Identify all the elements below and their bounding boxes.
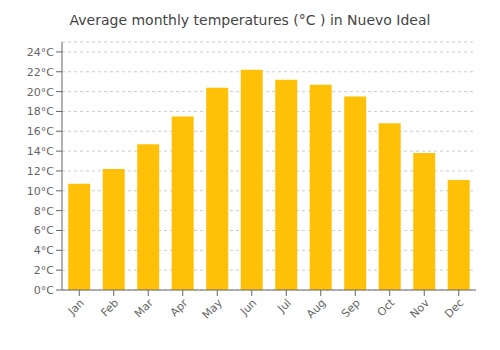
- svg-text:18°C: 18°C: [27, 105, 54, 118]
- svg-text:Jan: Jan: [65, 296, 87, 318]
- svg-text:Sep: Sep: [339, 296, 363, 320]
- svg-text:6°C: 6°C: [34, 224, 54, 237]
- svg-text:10°C: 10°C: [27, 185, 54, 198]
- svg-text:4°C: 4°C: [34, 244, 54, 257]
- svg-text:12°C: 12°C: [27, 165, 54, 178]
- svg-text:Jun: Jun: [237, 296, 259, 318]
- svg-text:24°C: 24°C: [27, 46, 54, 59]
- svg-text:20°C: 20°C: [27, 86, 54, 99]
- svg-text:0°C: 0°C: [34, 284, 54, 297]
- svg-text:Nov: Nov: [408, 296, 433, 321]
- svg-text:Aug: Aug: [304, 296, 328, 320]
- svg-text:Oct: Oct: [375, 296, 398, 319]
- svg-text:Apr: Apr: [168, 296, 191, 319]
- svg-text:Dec: Dec: [442, 296, 466, 320]
- svg-text:Mar: Mar: [132, 296, 156, 320]
- svg-text:22°C: 22°C: [27, 66, 54, 79]
- svg-text:Feb: Feb: [98, 296, 121, 319]
- svg-text:14°C: 14°C: [27, 145, 54, 158]
- svg-text:May: May: [200, 296, 226, 322]
- svg-text:2°C: 2°C: [34, 264, 54, 277]
- html-text:Average monthly temperatures (: Average monthly temperatures (°C ) in Nu…: [69, 12, 431, 28]
- svg-text:8°C: 8°C: [34, 205, 54, 218]
- svg-text:16°C: 16°C: [27, 125, 54, 138]
- svg-text:Jul: Jul: [275, 296, 294, 315]
